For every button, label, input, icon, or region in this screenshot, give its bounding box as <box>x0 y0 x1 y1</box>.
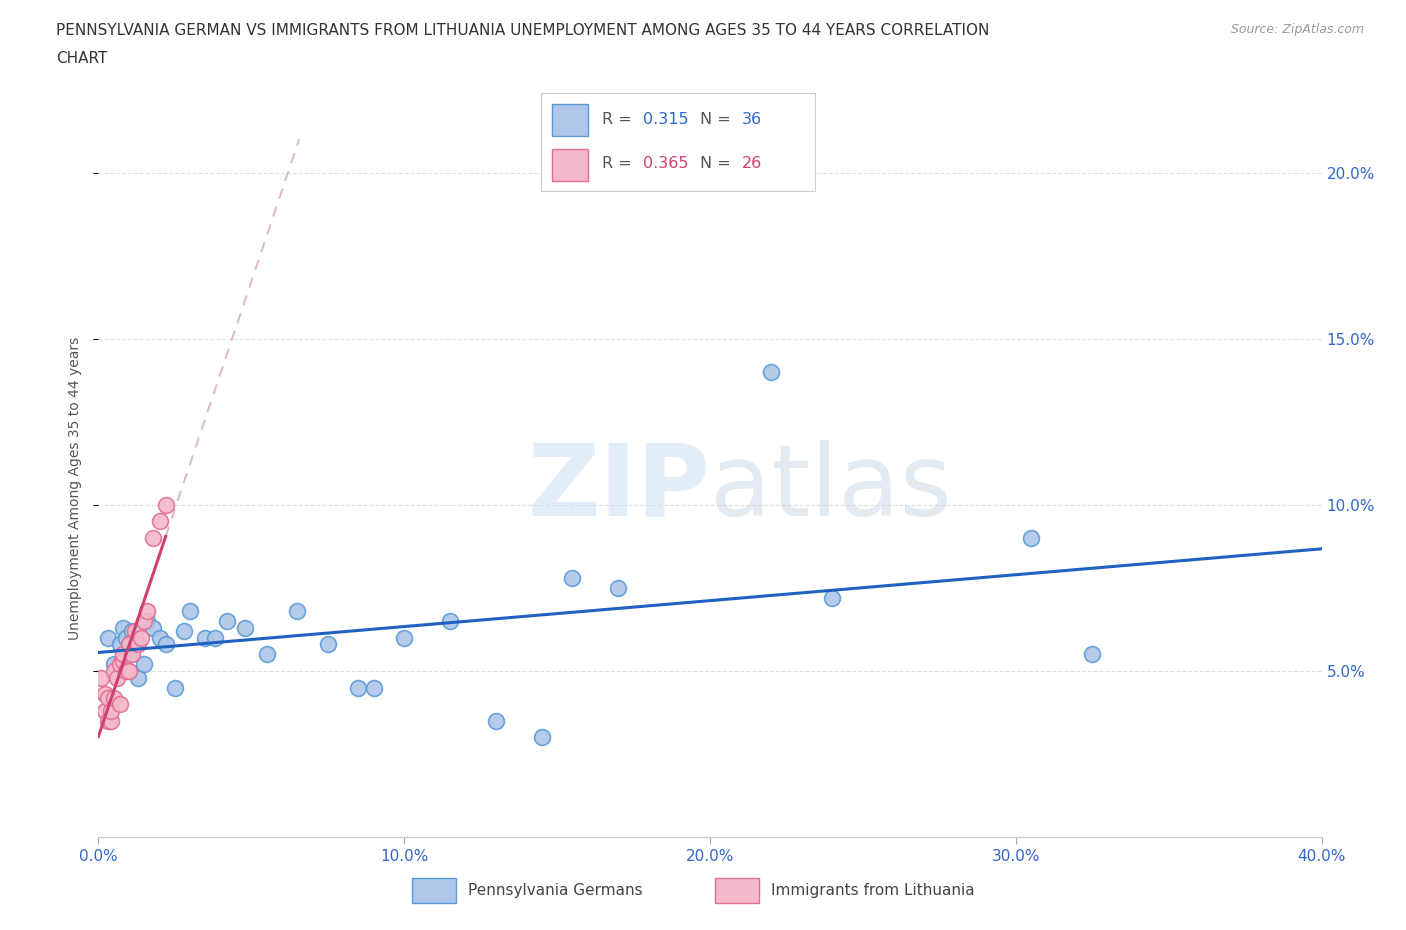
Text: 36: 36 <box>741 113 762 127</box>
Text: N =: N = <box>700 156 737 171</box>
Point <box>179 604 201 618</box>
Point <box>100 703 122 718</box>
Text: 0.315: 0.315 <box>643 113 689 127</box>
Text: ZIP: ZIP <box>527 440 710 537</box>
Point <box>108 697 131 711</box>
Bar <box>412 878 456 903</box>
Point <box>108 637 131 652</box>
Bar <box>716 878 759 903</box>
Y-axis label: Unemployment Among Ages 35 to 44 years: Unemployment Among Ages 35 to 44 years <box>69 337 83 640</box>
Point <box>256 647 278 662</box>
Point <box>759 365 782 379</box>
Point <box>392 631 416 645</box>
Point <box>136 614 159 629</box>
Point <box>121 647 143 662</box>
Point <box>115 663 138 678</box>
Point <box>134 657 156 671</box>
Point <box>93 686 115 701</box>
Point <box>233 620 256 635</box>
Text: Pennsylvania Germans: Pennsylvania Germans <box>468 883 643 898</box>
Point <box>105 671 128 685</box>
Point <box>530 730 553 745</box>
Text: 26: 26 <box>741 156 762 171</box>
Point <box>194 631 217 645</box>
Point <box>204 631 226 645</box>
Point <box>111 620 134 635</box>
Point <box>561 570 583 585</box>
Point <box>103 690 125 705</box>
Point <box>108 657 131 671</box>
Point <box>134 614 156 629</box>
Point <box>485 713 508 728</box>
Point <box>149 631 172 645</box>
Point <box>316 637 339 652</box>
Text: N =: N = <box>700 113 737 127</box>
Text: R =: R = <box>602 156 637 171</box>
Point <box>118 663 141 678</box>
Text: 0.365: 0.365 <box>643 156 689 171</box>
Text: CHART: CHART <box>56 51 108 66</box>
Point <box>103 657 125 671</box>
Point <box>142 620 165 635</box>
Point <box>111 647 134 662</box>
Point <box>124 631 146 645</box>
Point <box>607 580 630 595</box>
Point <box>347 680 370 695</box>
Point <box>363 680 385 695</box>
Point <box>1081 647 1104 662</box>
Bar <box>553 104 588 136</box>
Point <box>136 604 159 618</box>
Text: PENNSYLVANIA GERMAN VS IMMIGRANTS FROM LITHUANIA UNEMPLOYMENT AMONG AGES 35 TO 4: PENNSYLVANIA GERMAN VS IMMIGRANTS FROM L… <box>56 23 990 38</box>
Point <box>285 604 308 618</box>
Point <box>100 713 122 728</box>
Text: Immigrants from Lithuania: Immigrants from Lithuania <box>770 883 974 898</box>
Point <box>93 703 115 718</box>
Point <box>118 647 141 662</box>
Point <box>142 531 165 546</box>
Point <box>97 690 120 705</box>
Text: atlas: atlas <box>710 440 952 537</box>
Point <box>129 631 152 645</box>
Point <box>155 637 177 652</box>
Point <box>155 498 177 512</box>
Point <box>439 614 461 629</box>
Point <box>111 654 134 669</box>
Point <box>97 631 120 645</box>
Point <box>821 591 844 605</box>
Point <box>121 624 143 639</box>
Point <box>115 631 138 645</box>
Bar <box>553 149 588 180</box>
Point <box>163 680 186 695</box>
Point <box>103 663 125 678</box>
Point <box>118 637 141 652</box>
Point <box>1019 531 1042 546</box>
Point <box>127 637 149 652</box>
Text: R =: R = <box>602 113 637 127</box>
Point <box>97 713 120 728</box>
Point <box>127 671 149 685</box>
Text: Source: ZipAtlas.com: Source: ZipAtlas.com <box>1230 23 1364 36</box>
Point <box>90 671 112 685</box>
Point <box>215 614 238 629</box>
Point <box>173 624 195 639</box>
Point <box>124 624 146 639</box>
Point <box>149 514 172 529</box>
